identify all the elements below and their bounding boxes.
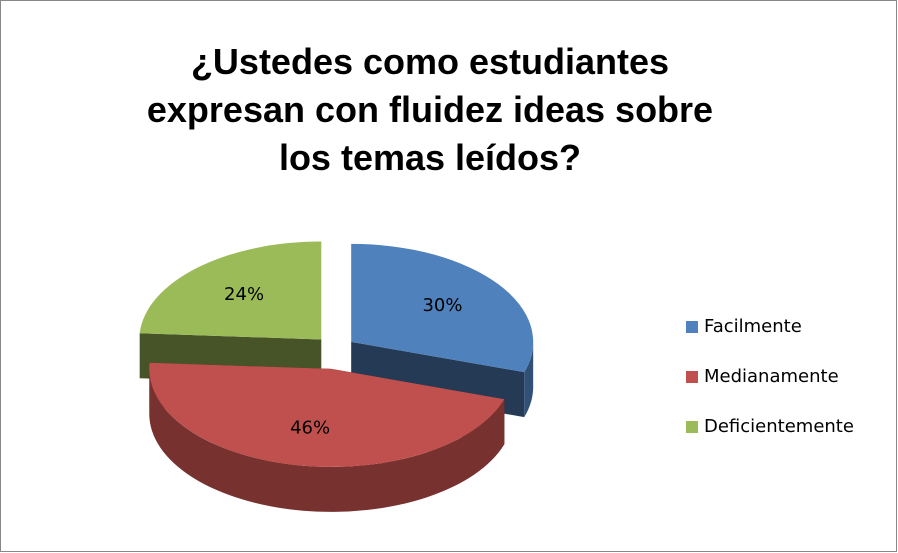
legend-swatch (686, 321, 698, 333)
legend-label: Facilmente (704, 316, 802, 337)
slice-wall (524, 341, 534, 418)
legend-label: Deficientemente (704, 416, 854, 437)
pie-slice (139, 241, 322, 340)
slice-wall (149, 368, 505, 512)
data-label: 30% (422, 295, 462, 316)
data-label: 24% (224, 284, 264, 305)
pie-slice (351, 243, 534, 373)
chart-title: ¿Ustedes como estudiantes expresan con f… (146, 41, 714, 178)
pie-slice (149, 362, 505, 467)
legend-swatch (686, 421, 698, 433)
legend-swatch (686, 371, 698, 383)
legend-label: Medianamente (704, 366, 839, 387)
pie-slice-group (149, 362, 505, 512)
data-label: 46% (290, 418, 330, 439)
